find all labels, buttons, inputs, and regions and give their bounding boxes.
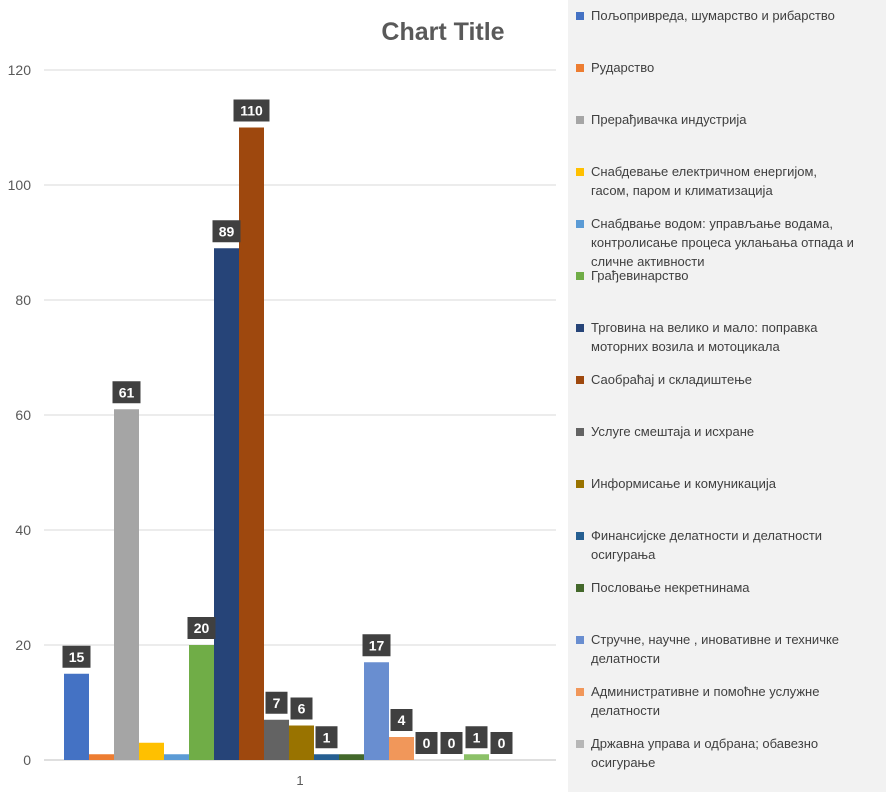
data-label-box	[62, 645, 91, 668]
legend-item: Снабдвање водом: управљање водама, контр…	[576, 214, 876, 271]
data-label: 4	[398, 712, 406, 728]
legend-item: Грађевинарство	[576, 266, 876, 285]
legend-item: Прерађивачка индустрија	[576, 110, 876, 129]
legend-swatch	[576, 376, 584, 384]
data-label-box	[415, 732, 438, 754]
legend-label: Рударство	[591, 60, 655, 75]
bar	[264, 719, 289, 760]
legend-item: Стручне, научне , иновативне и техничке …	[576, 630, 876, 668]
legend-item: Услуге смештаја и исхране	[576, 422, 876, 441]
y-tick-label: 60	[15, 407, 31, 423]
data-label: 61	[119, 384, 135, 400]
data-label: 1	[473, 729, 481, 745]
legend-label: Административне и помоћне услужне делатн…	[591, 684, 820, 718]
legend-swatch	[576, 688, 584, 696]
legend-swatch	[576, 220, 584, 228]
data-label-box	[362, 634, 391, 657]
legend-label: Државна управа и одбрана; обавезно осигу…	[591, 736, 819, 770]
data-label-box	[440, 732, 463, 754]
data-label-box	[390, 709, 413, 731]
legend-item: Саобраћај и складиштење	[576, 370, 876, 389]
data-label: 0	[423, 735, 431, 751]
bar	[164, 754, 189, 760]
legend-swatch	[576, 532, 584, 540]
legend-swatch	[576, 168, 584, 176]
data-label-box	[233, 99, 270, 122]
x-tick-label: 1	[296, 773, 303, 788]
legend-label: Прерађивачка индустрија	[591, 112, 747, 127]
legend-swatch	[576, 12, 584, 20]
legend-item: Снабдевање електричном енергијом, гасом,…	[576, 162, 876, 200]
legend-item: Информисање и комуникација	[576, 474, 876, 493]
legend-label: Услуге смештаја и исхране	[591, 424, 755, 439]
bar	[289, 725, 314, 760]
legend-label: Стручне, научне , иновативне и техничке …	[591, 632, 840, 666]
legend-swatch	[576, 64, 584, 72]
bar	[64, 673, 89, 760]
data-label-box	[265, 691, 288, 714]
legend-item: Државна управа и одбрана; обавезно осигу…	[576, 734, 876, 772]
bar	[114, 409, 139, 760]
legend-swatch	[576, 428, 584, 436]
bar	[339, 754, 364, 760]
legend-swatch	[576, 480, 584, 488]
bar	[314, 754, 339, 760]
data-label: 7	[273, 695, 281, 711]
legend-label: Снабдвање водом: управљање водама, контр…	[591, 216, 854, 269]
legend-label: Пољопривреда, шумарство и рибарство	[591, 8, 835, 23]
legend-label: Финансијске делатности и делатности осиг…	[591, 528, 823, 562]
legend-swatch	[576, 636, 584, 644]
data-label-box	[490, 732, 513, 754]
y-tick-label: 40	[15, 522, 31, 538]
chart-title: Chart Title	[381, 18, 504, 46]
data-label: 1	[323, 729, 331, 745]
legend-swatch	[576, 272, 584, 280]
legend: Пољопривреда, шумарство и рибарство Руда…	[568, 0, 886, 792]
data-label: 0	[498, 735, 506, 751]
legend-label: Грађевинарство	[591, 268, 689, 283]
bar	[364, 662, 389, 760]
data-label: 89	[219, 223, 235, 239]
legend-swatch	[576, 324, 584, 332]
legend-item: Пословање некретнинама	[576, 578, 876, 597]
y-tick-label: 0	[23, 752, 31, 768]
bar	[89, 754, 114, 760]
data-label-box	[465, 726, 488, 749]
data-label-box	[212, 220, 241, 243]
legend-swatch	[576, 740, 584, 748]
data-label: 110	[240, 103, 263, 119]
legend-label: Саобраћај и складиштење	[591, 372, 752, 387]
data-label: 15	[69, 649, 85, 665]
legend-label: Пословање некретнинама	[591, 580, 750, 595]
legend-item: Финансијске делатности и делатности осиг…	[576, 526, 876, 564]
data-label-box	[315, 726, 338, 749]
data-label: 17	[369, 637, 385, 653]
legend-label: Информисање и комуникација	[591, 476, 777, 491]
data-label: 0	[448, 735, 456, 751]
bar	[464, 754, 489, 760]
legend-swatch	[576, 116, 584, 124]
bar	[239, 127, 264, 760]
y-tick-label: 80	[15, 292, 31, 308]
y-tick-label: 20	[15, 637, 31, 653]
y-tick-label: 100	[8, 177, 32, 193]
legend-item: Административне и помоћне услужне делатн…	[576, 682, 876, 720]
data-label-box	[187, 617, 216, 639]
legend-item: Пољопривреда, шумарство и рибарство	[576, 6, 876, 25]
data-label: 6	[298, 701, 306, 717]
bar	[214, 248, 239, 760]
legend-swatch	[576, 584, 584, 592]
legend-item: Рударство	[576, 58, 876, 77]
data-label-box	[290, 697, 313, 720]
legend-label: Снабдевање електричном енергијом, гасом,…	[591, 164, 818, 198]
data-label-box	[112, 381, 141, 404]
legend-label: Трговина на велико и мало: поправка мото…	[591, 320, 818, 354]
bar	[389, 737, 414, 760]
bar	[139, 742, 164, 760]
legend-item: Трговина на велико и мало: поправка мото…	[576, 318, 876, 356]
data-label: 20	[194, 620, 210, 636]
bar	[189, 645, 214, 760]
y-tick-label: 120	[8, 62, 32, 78]
